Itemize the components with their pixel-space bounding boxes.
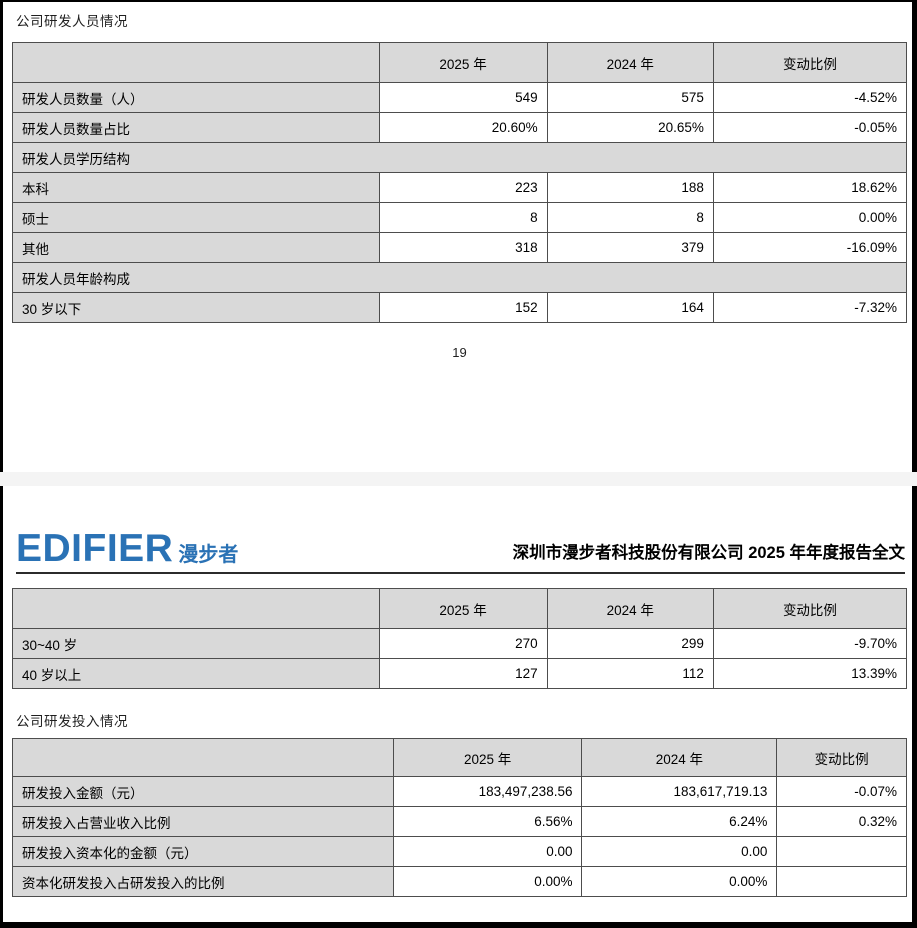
cell-value: 575 <box>546 82 714 113</box>
column-header: 2025 年 <box>392 738 583 778</box>
table-row: 30 岁以下 152 164 -7.32% <box>12 292 908 323</box>
frame-border-top <box>0 0 917 2</box>
cell-value: 6.56% <box>392 806 583 838</box>
cell-value: -16.09% <box>712 232 908 263</box>
cell-value: 0.00% <box>581 866 778 898</box>
section-row: 研发人员学历结构 <box>12 142 907 173</box>
column-header: 变动比例 <box>712 42 908 83</box>
column-header <box>12 738 394 778</box>
cell-value: 164 <box>546 292 714 323</box>
table-row: 研发投入金额（元） 183,497,238.56 183,617,719.13 -0.… <box>12 776 907 808</box>
cell-value: 549 <box>378 82 548 113</box>
page-19-content: 公司研发人员情况 2025 年 2024 年变动比例 研发人员数量（人） 549 57… <box>0 10 917 360</box>
cell-value: 6.24% <box>581 806 778 838</box>
report-title: 深圳市漫步者科技股份有限公司 2025 年年度报告全文 <box>512 544 905 563</box>
cell-value: 127 <box>378 658 548 690</box>
cell-value: 318 <box>378 232 548 263</box>
cell-value <box>776 866 907 898</box>
frame-border-bottom <box>0 922 917 928</box>
cell-value: 183,497,238.56 <box>392 776 583 808</box>
cell-value: -7.32% <box>712 292 908 323</box>
column-header <box>12 588 380 630</box>
cell-value: 0.00 <box>392 836 583 868</box>
table-header-row: 2025 年 2024 年变动比例 <box>12 738 907 778</box>
cell-value: 13.39% <box>712 658 908 690</box>
table-row: 硕士 8 8 0.00% <box>12 202 908 233</box>
row-label: 研发人员数量占比 <box>12 112 380 143</box>
table-header-row: 2025 年 2024 年变动比例 <box>12 42 908 83</box>
rd-personnel-table: 2025 年 2024 年变动比例 研发人员数量（人） 549 575 -4.52% 研发… <box>12 42 908 323</box>
row-label: 其他 <box>12 232 380 263</box>
frame-border-left <box>0 0 3 928</box>
row-label: 30 岁以下 <box>12 292 380 323</box>
table-row: 资本化研发投入占研发投入的比例 0.00% 0.00% <box>12 866 907 898</box>
table-row: 40 岁以上 127 112 13.39% <box>12 658 908 690</box>
cell-value: 8 <box>378 202 548 233</box>
edifier-logo-chinese: 漫步者 <box>178 544 239 567</box>
edifier-logo: EDIFIER 漫步者 <box>16 527 239 570</box>
edifier-logo-text: EDIFIER <box>16 527 174 570</box>
cell-value: 223 <box>378 172 548 203</box>
table-row: 研发投入资本化的金额（元） 0.00 0.00 <box>12 836 907 868</box>
section-title-investment: 公司研发投入情况 <box>16 714 128 730</box>
rd-personnel-age-table: 2025 年 2024 年变动比例 30~40 岁 270 299 -9.70% 40 岁… <box>12 588 908 690</box>
table-row: 本科 223 188 18.62% <box>12 172 908 203</box>
column-header: 2024 年 <box>546 42 714 83</box>
column-header: 2025 年 <box>378 588 548 630</box>
frame-border-right <box>912 0 917 928</box>
cell-value: 112 <box>546 658 714 690</box>
cell-value: 0.00 <box>581 836 778 868</box>
cell-value: 0.00% <box>392 866 583 898</box>
cell-value: -0.05% <box>712 112 908 143</box>
row-label: 研发投入占营业收入比例 <box>12 806 394 838</box>
cell-value: 183,617,719.13 <box>581 776 778 808</box>
column-header: 2025 年 <box>378 42 548 83</box>
row-label: 研发人员数量（人） <box>12 82 380 113</box>
cell-value: 20.60% <box>378 112 548 143</box>
row-label: 本科 <box>12 172 380 203</box>
rd-investment-table: 2025 年 2024 年变动比例 研发投入金额（元） 183,497,238.56… <box>12 738 907 898</box>
cell-value: 0.32% <box>776 806 907 838</box>
column-header: 变动比例 <box>776 738 907 778</box>
row-label: 40 岁以上 <box>12 658 380 690</box>
cell-value <box>776 836 907 868</box>
section-title-personnel: 公司研发人员情况 <box>16 14 128 29</box>
column-header: 变动比例 <box>712 588 908 630</box>
column-header <box>12 42 380 83</box>
cell-value: -4.52% <box>712 82 908 113</box>
report-page-header: EDIFIER 漫步者 深圳市漫步者科技股份有限公司 2025 年年度报告全文 <box>16 527 905 575</box>
cell-value: 188 <box>546 172 714 203</box>
page-break-gap <box>0 472 917 486</box>
cell-value: 270 <box>378 628 548 660</box>
cell-value: 18.62% <box>712 172 908 203</box>
table-row: 其他 318 379 -16.09% <box>12 232 908 263</box>
cell-value: 379 <box>546 232 714 263</box>
cell-value: 152 <box>378 292 548 323</box>
section-label: 研发人员年龄构成 <box>12 262 907 293</box>
cell-value: 20.65% <box>546 112 714 143</box>
row-label: 研发投入金额（元） <box>12 776 394 808</box>
cell-value: 0.00% <box>712 202 908 233</box>
table-row: 研发人员数量（人） 549 575 -4.52% <box>12 82 908 113</box>
page-20-content: EDIFIER 漫步者 深圳市漫步者科技股份有限公司 2025 年年度报告全文 … <box>0 527 917 898</box>
cell-value: 299 <box>546 628 714 660</box>
row-label: 资本化研发投入占研发投入的比例 <box>12 866 394 898</box>
section-label: 研发人员学历结构 <box>12 142 907 173</box>
cell-value: -0.07% <box>776 776 907 808</box>
column-header: 2024 年 <box>581 738 778 778</box>
table-row: 30~40 岁 270 299 -9.70% <box>12 628 908 660</box>
table-header-row: 2025 年 2024 年变动比例 <box>12 588 908 630</box>
page-number: 19 <box>452 345 467 360</box>
cell-value: -9.70% <box>712 628 908 660</box>
cell-value: 8 <box>546 202 714 233</box>
row-label: 30~40 岁 <box>12 628 380 660</box>
row-label: 研发投入资本化的金额（元） <box>12 836 394 868</box>
section-row: 研发人员年龄构成 <box>12 262 907 293</box>
row-label: 硕士 <box>12 202 380 233</box>
table-row: 研发投入占营业收入比例 6.56% 6.24% 0.32% <box>12 806 907 838</box>
table-row: 研发人员数量占比 20.60% 20.65% -0.05% <box>12 112 908 143</box>
column-header: 2024 年 <box>546 588 714 630</box>
